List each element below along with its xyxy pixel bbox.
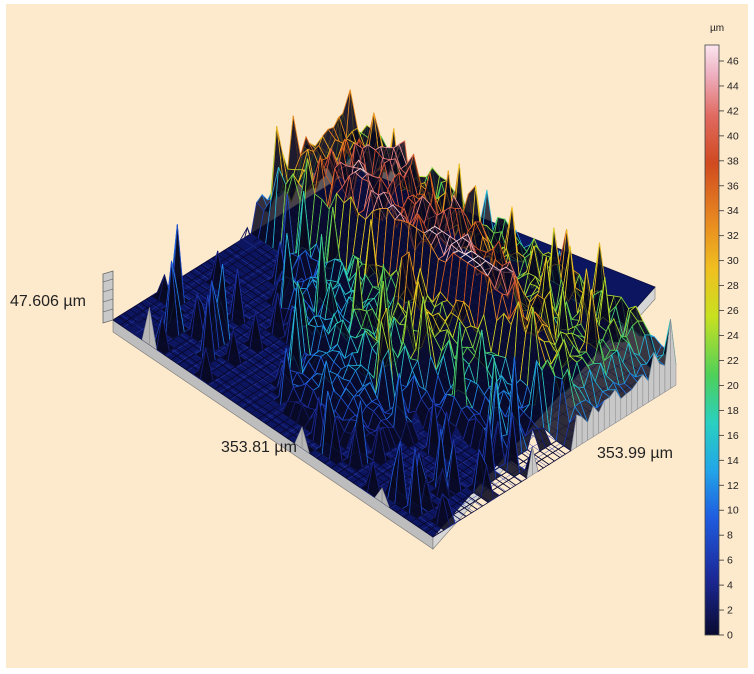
colorbar [704,44,720,636]
colorbar-tick-label: 22 [727,355,739,367]
z-axis-post [102,270,114,324]
colorbar-tick-label: 46 [727,56,739,68]
colorbar-tick-label: 40 [727,130,739,142]
y-axis-label: 353.99 µm [597,445,673,462]
surface-cell [425,528,440,538]
colorbar-tick-label: 38 [727,155,739,167]
colorbar-tick-label: 42 [727,105,739,117]
edge-profile-segment [670,319,677,389]
colorbar-tick-label: 24 [727,330,739,342]
x-axis-label: 353.81 µm [221,439,297,456]
colorbar-ticks: 0246810121416182022242628303234363840424… [719,56,739,642]
colorbar-tick-label: 26 [727,305,739,317]
surface-cell [502,479,517,490]
colorbar-tick-label: 36 [727,180,739,192]
edge-profile-segment [301,426,310,454]
colorbar-tick-label: 28 [727,280,739,292]
edge-profile-segment [659,363,666,396]
colorbar-tick-label: 2 [727,605,733,617]
edge-profile [141,307,677,509]
colorbar-tick-label: 14 [727,455,739,467]
edge-profile-segment [381,487,390,509]
surface-cell [541,455,556,465]
z-axis-label: 47.606 µm [10,293,86,310]
colorbar-unit: µm [710,23,724,34]
edge-profile-segment [603,396,610,431]
surface-cell [496,483,511,493]
surface-mesh [112,89,677,538]
colorbar-tick-label: 12 [727,480,739,492]
colorbar-tick-label: 30 [727,255,739,267]
edge-profile-segment [626,389,633,417]
colorbar-tick-label: 20 [727,380,739,392]
colorbar-tick-label: 6 [727,555,733,567]
edge-profile-segment [149,307,157,351]
colorbar-tick-label: 18 [727,405,739,417]
colorbar-tick-label: 0 [727,630,733,642]
edge-profile-segment [532,447,539,476]
colorbar-tick-label: 10 [727,505,739,517]
z-axis-post-ticks [102,278,114,313]
surface-cell [546,452,561,462]
colorbar-tick-label: 32 [727,230,739,242]
colorbar-tick-label: 34 [727,205,739,217]
colorbar-tick-label: 4 [727,580,733,592]
colorbar-tick-label: 44 [727,80,739,92]
edge-profile-segment [576,414,583,448]
colorbar-tick-label: 8 [727,530,733,542]
colorbar-tick-label: 16 [727,430,739,442]
